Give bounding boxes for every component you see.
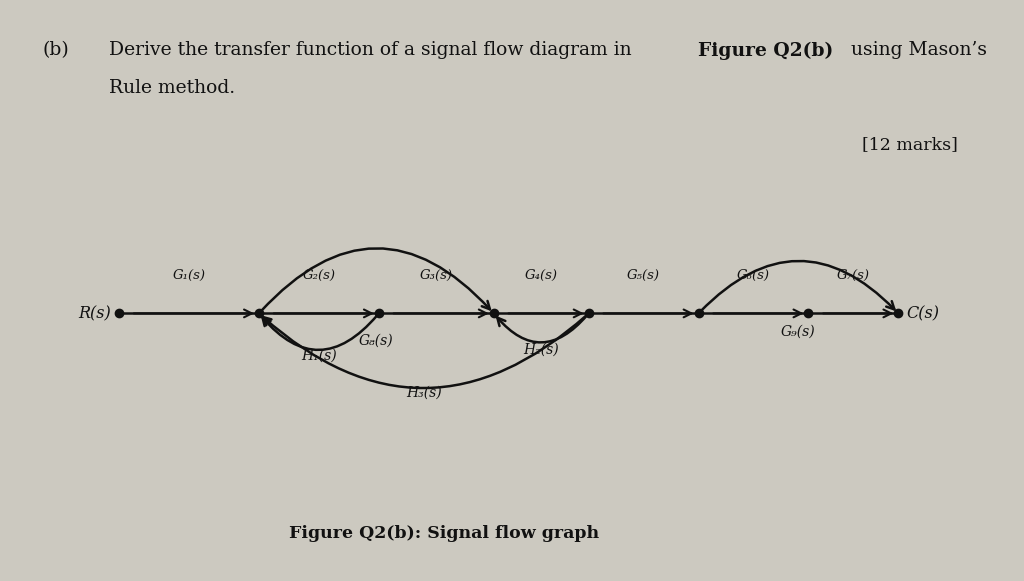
FancyArrowPatch shape (263, 315, 587, 388)
Text: G₇(s): G₇(s) (837, 269, 869, 282)
Text: H₂(s): H₂(s) (523, 343, 559, 357)
FancyArrowPatch shape (498, 315, 587, 342)
Text: using Mason’s: using Mason’s (846, 41, 987, 59)
Text: G₄(s): G₄(s) (524, 269, 558, 282)
Text: [12 marks]: [12 marks] (862, 136, 958, 153)
Text: (b): (b) (42, 41, 69, 59)
Text: G₁(s): G₁(s) (172, 269, 206, 282)
Text: H₃(s): H₃(s) (406, 386, 441, 400)
Text: Figure Q2(b): Signal flow graph: Figure Q2(b): Signal flow graph (289, 525, 599, 543)
Text: G₅(s): G₅(s) (627, 269, 660, 282)
Text: Figure Q2(b): Figure Q2(b) (697, 41, 833, 60)
Text: Derive the transfer function of a signal flow diagram in: Derive the transfer function of a signal… (110, 41, 638, 59)
Text: Rule method.: Rule method. (110, 78, 236, 96)
FancyArrowPatch shape (700, 261, 894, 311)
FancyArrowPatch shape (262, 315, 377, 350)
Text: G₂(s): G₂(s) (302, 269, 336, 282)
Text: R(s): R(s) (78, 305, 111, 322)
Text: H₁(s): H₁(s) (301, 349, 337, 363)
Text: G₈(s): G₈(s) (359, 333, 393, 347)
Text: C(s): C(s) (906, 305, 939, 322)
Text: G₃(s): G₃(s) (420, 269, 453, 282)
Text: G₆(s): G₆(s) (737, 269, 770, 282)
Text: G₉(s): G₉(s) (781, 325, 816, 339)
FancyArrowPatch shape (261, 248, 489, 311)
